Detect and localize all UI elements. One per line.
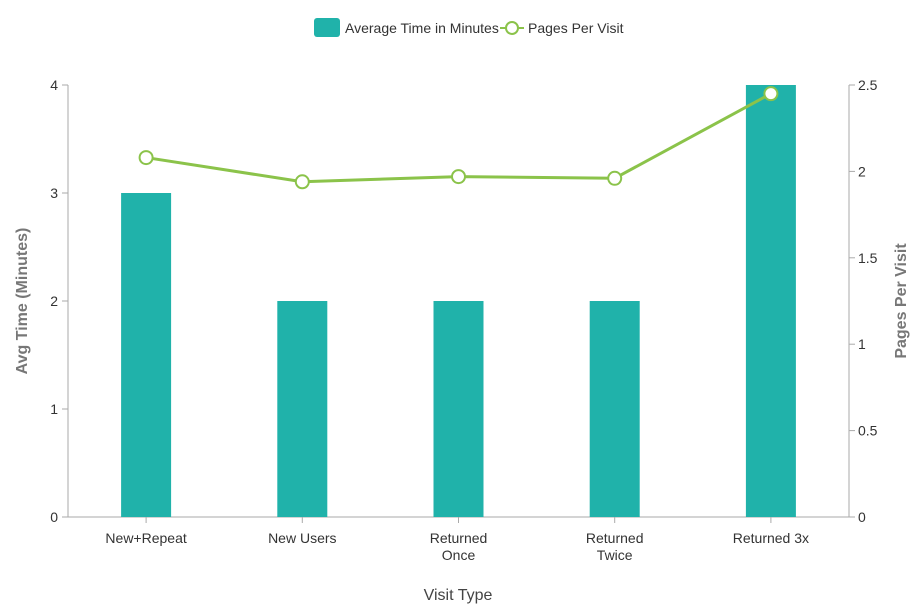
legend-marker-pages-per-visit [505,21,519,35]
y-tick-right-label: 1 [858,336,866,352]
series-line [145,92,772,184]
legend-label-average-time: Average Time in Minutes [345,20,499,36]
line-series [138,86,779,190]
y-axis-title-left: Avg Time (Minutes) [14,228,31,375]
y-tick-left-label: 4 [50,77,58,93]
line-point [451,169,466,185]
y-tick-right-label: 2 [858,163,866,179]
line-point [607,170,623,186]
x-axis-title: Visit Type [424,587,493,604]
x-ticks: New+Repeat New Users ReturnedOnceReturnedT… [105,517,809,563]
y-tick-left-label: 0 [50,509,58,525]
y-tick-right-label: 0.5 [858,423,878,439]
bar-series [121,85,796,517]
line-point [294,174,310,190]
bar [745,85,796,517]
bar [433,301,484,517]
bar [277,301,328,517]
bar [121,193,172,517]
bar [589,301,640,517]
y-tick-right-label: 1.5 [858,250,878,266]
x-tick-label: Returned 3x [733,530,809,546]
x-tick-label: New+Repeat [105,530,186,546]
y-axis-title-right: Pages Per Visit [893,243,910,359]
y-tick-left-label: 3 [50,185,58,201]
y-ticks-left: 0 1 2 3 4 [50,77,68,525]
line-point [138,150,154,166]
x-tick-label: Twice [597,547,633,563]
y-tick-left-label: 2 [50,293,58,309]
legend-swatch-average-time [314,18,340,37]
y-ticks-right: 0 0.5 1 1.5 2 2.5 [849,77,878,525]
legend-label-pages-per-visit: Pages Per Visit [528,20,624,36]
legend: Average Time in Minutes Pages Per Visit [314,18,624,37]
x-tick-label: Returned [430,530,488,546]
x-tick-label: Once [442,547,476,563]
y-tick-right-label: 0 [858,509,866,525]
y-tick-right-label: 2.5 [858,77,878,93]
x-tick-label: New Users [268,530,336,546]
x-tick-label: Returned [586,530,644,546]
y-tick-left-label: 1 [50,401,58,417]
line-point [763,86,779,102]
